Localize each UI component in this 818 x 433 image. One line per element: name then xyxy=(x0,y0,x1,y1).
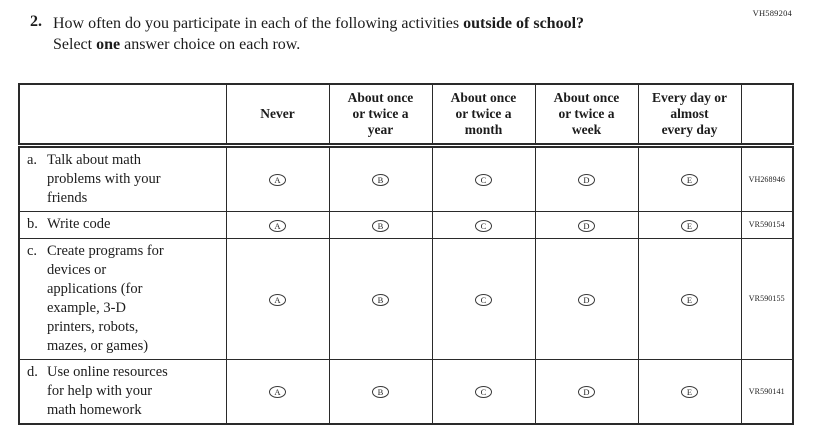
option-cell-once-twice-year: B xyxy=(328,144,433,212)
option-cell-once-twice-week: D xyxy=(534,210,639,239)
row-letter: a. xyxy=(27,151,38,168)
option-cell-once-twice-year: B xyxy=(328,237,433,360)
option-cell-every-day: E xyxy=(637,210,742,239)
option-cell-once-twice-week: D xyxy=(534,237,639,360)
option-cell-once-twice-week: D xyxy=(534,358,639,424)
option-cell-never: A xyxy=(225,210,330,239)
option-cell-every-day: E xyxy=(637,358,742,424)
option-cell-once-twice-year: B xyxy=(328,358,433,424)
answer-bubble-once-twice-year[interactable]: B xyxy=(372,386,389,398)
frequency-matrix-table: Never About once or twice a year About o… xyxy=(18,83,794,425)
table-row-d: d. Use online resources for help with yo… xyxy=(18,358,794,424)
col-header-once-twice-week: About once or twice a week xyxy=(534,83,639,148)
code-header-cell xyxy=(740,83,794,148)
accession-code: VH589204 xyxy=(752,8,792,18)
option-cell-every-day: E xyxy=(637,237,742,360)
row-letter: b. xyxy=(27,215,38,232)
table-row-b: b. Write code A B C D E VR590154 xyxy=(18,210,794,239)
option-cell-once-twice-year: B xyxy=(328,210,433,239)
answer-bubble-every-day[interactable]: E xyxy=(681,293,698,306)
question-number: 2. xyxy=(30,13,42,30)
instruction-end: answer choice on each row. xyxy=(120,36,301,53)
option-cell-once-twice-week: D xyxy=(534,144,639,212)
answer-bubble-once-twice-year[interactable]: B xyxy=(372,293,389,306)
answer-bubble-once-twice-year[interactable]: B xyxy=(372,219,389,232)
option-cell-never: A xyxy=(225,144,330,212)
instruction-start: Select xyxy=(53,36,97,53)
row-label: Write code xyxy=(47,215,111,232)
row-letter: d. xyxy=(27,363,38,380)
answer-bubble-once-twice-month[interactable]: C xyxy=(475,293,492,306)
question-stem: 2. How often do you participate in each … xyxy=(30,13,730,55)
answer-bubble-once-twice-week[interactable]: D xyxy=(578,219,595,232)
answer-bubble-once-twice-month[interactable]: C xyxy=(475,386,492,398)
answer-bubble-every-day[interactable]: E xyxy=(681,174,698,186)
col-header-once-twice-year: About once or twice a year xyxy=(328,83,433,148)
option-cell-once-twice-month: C xyxy=(431,358,536,424)
question-text-normal: How often do you participate in each of … xyxy=(53,15,464,32)
row-letter: c. xyxy=(27,242,38,259)
answer-bubble-never[interactable]: A xyxy=(269,219,286,232)
table-row-c: c. Create programs for devices or applic… xyxy=(18,237,794,360)
instruction-bold: one xyxy=(96,36,121,53)
answer-bubble-once-twice-week[interactable]: D xyxy=(578,386,595,398)
question-text: How often do you participate in each of … xyxy=(53,13,584,55)
row-label-cell: b. Write code xyxy=(18,210,227,239)
item-code: VR590141 xyxy=(740,358,794,424)
row-label: Use online resources for help with your … xyxy=(47,363,168,418)
answer-bubble-every-day[interactable]: E xyxy=(681,386,698,398)
answer-bubble-never[interactable]: A xyxy=(269,174,286,186)
item-code: VH268946 xyxy=(740,144,794,212)
answer-bubble-once-twice-month[interactable]: C xyxy=(475,219,492,232)
answer-bubble-once-twice-year[interactable]: B xyxy=(372,174,389,186)
option-cell-once-twice-month: C xyxy=(431,210,536,239)
row-label-cell: c. Create programs for devices or applic… xyxy=(18,237,227,360)
header-row: Never About once or twice a year About o… xyxy=(18,83,794,148)
answer-bubble-never[interactable]: A xyxy=(269,386,286,398)
answer-bubble-every-day[interactable]: E xyxy=(681,219,698,232)
answer-bubble-never[interactable]: A xyxy=(269,293,286,306)
option-cell-never: A xyxy=(225,358,330,424)
row-label-cell: a. Talk about math problems with your fr… xyxy=(18,144,227,212)
row-label: Create programs for devices or applicati… xyxy=(47,242,164,354)
option-cell-every-day: E xyxy=(637,144,742,212)
table-row-a: a. Talk about math problems with your fr… xyxy=(18,144,794,212)
option-cell-once-twice-month: C xyxy=(431,237,536,360)
answer-bubble-once-twice-month[interactable]: C xyxy=(475,174,492,186)
item-code: VR590154 xyxy=(740,210,794,239)
option-cell-never: A xyxy=(225,237,330,360)
answer-bubble-once-twice-week[interactable]: D xyxy=(578,293,595,306)
row-label-cell: d. Use online resources for help with yo… xyxy=(18,358,227,424)
question-text-bold: outside of school? xyxy=(463,15,585,32)
col-header-once-twice-month: About once or twice a month xyxy=(431,83,536,148)
option-cell-once-twice-month: C xyxy=(431,144,536,212)
row-label: Talk about math problems with your frien… xyxy=(47,151,161,206)
stub-header-cell xyxy=(18,83,227,148)
answer-bubble-once-twice-week[interactable]: D xyxy=(578,174,595,186)
col-header-every-day: Every day or almost every day xyxy=(637,83,742,148)
col-header-never: Never xyxy=(225,83,330,148)
item-code: VR590155 xyxy=(740,237,794,360)
